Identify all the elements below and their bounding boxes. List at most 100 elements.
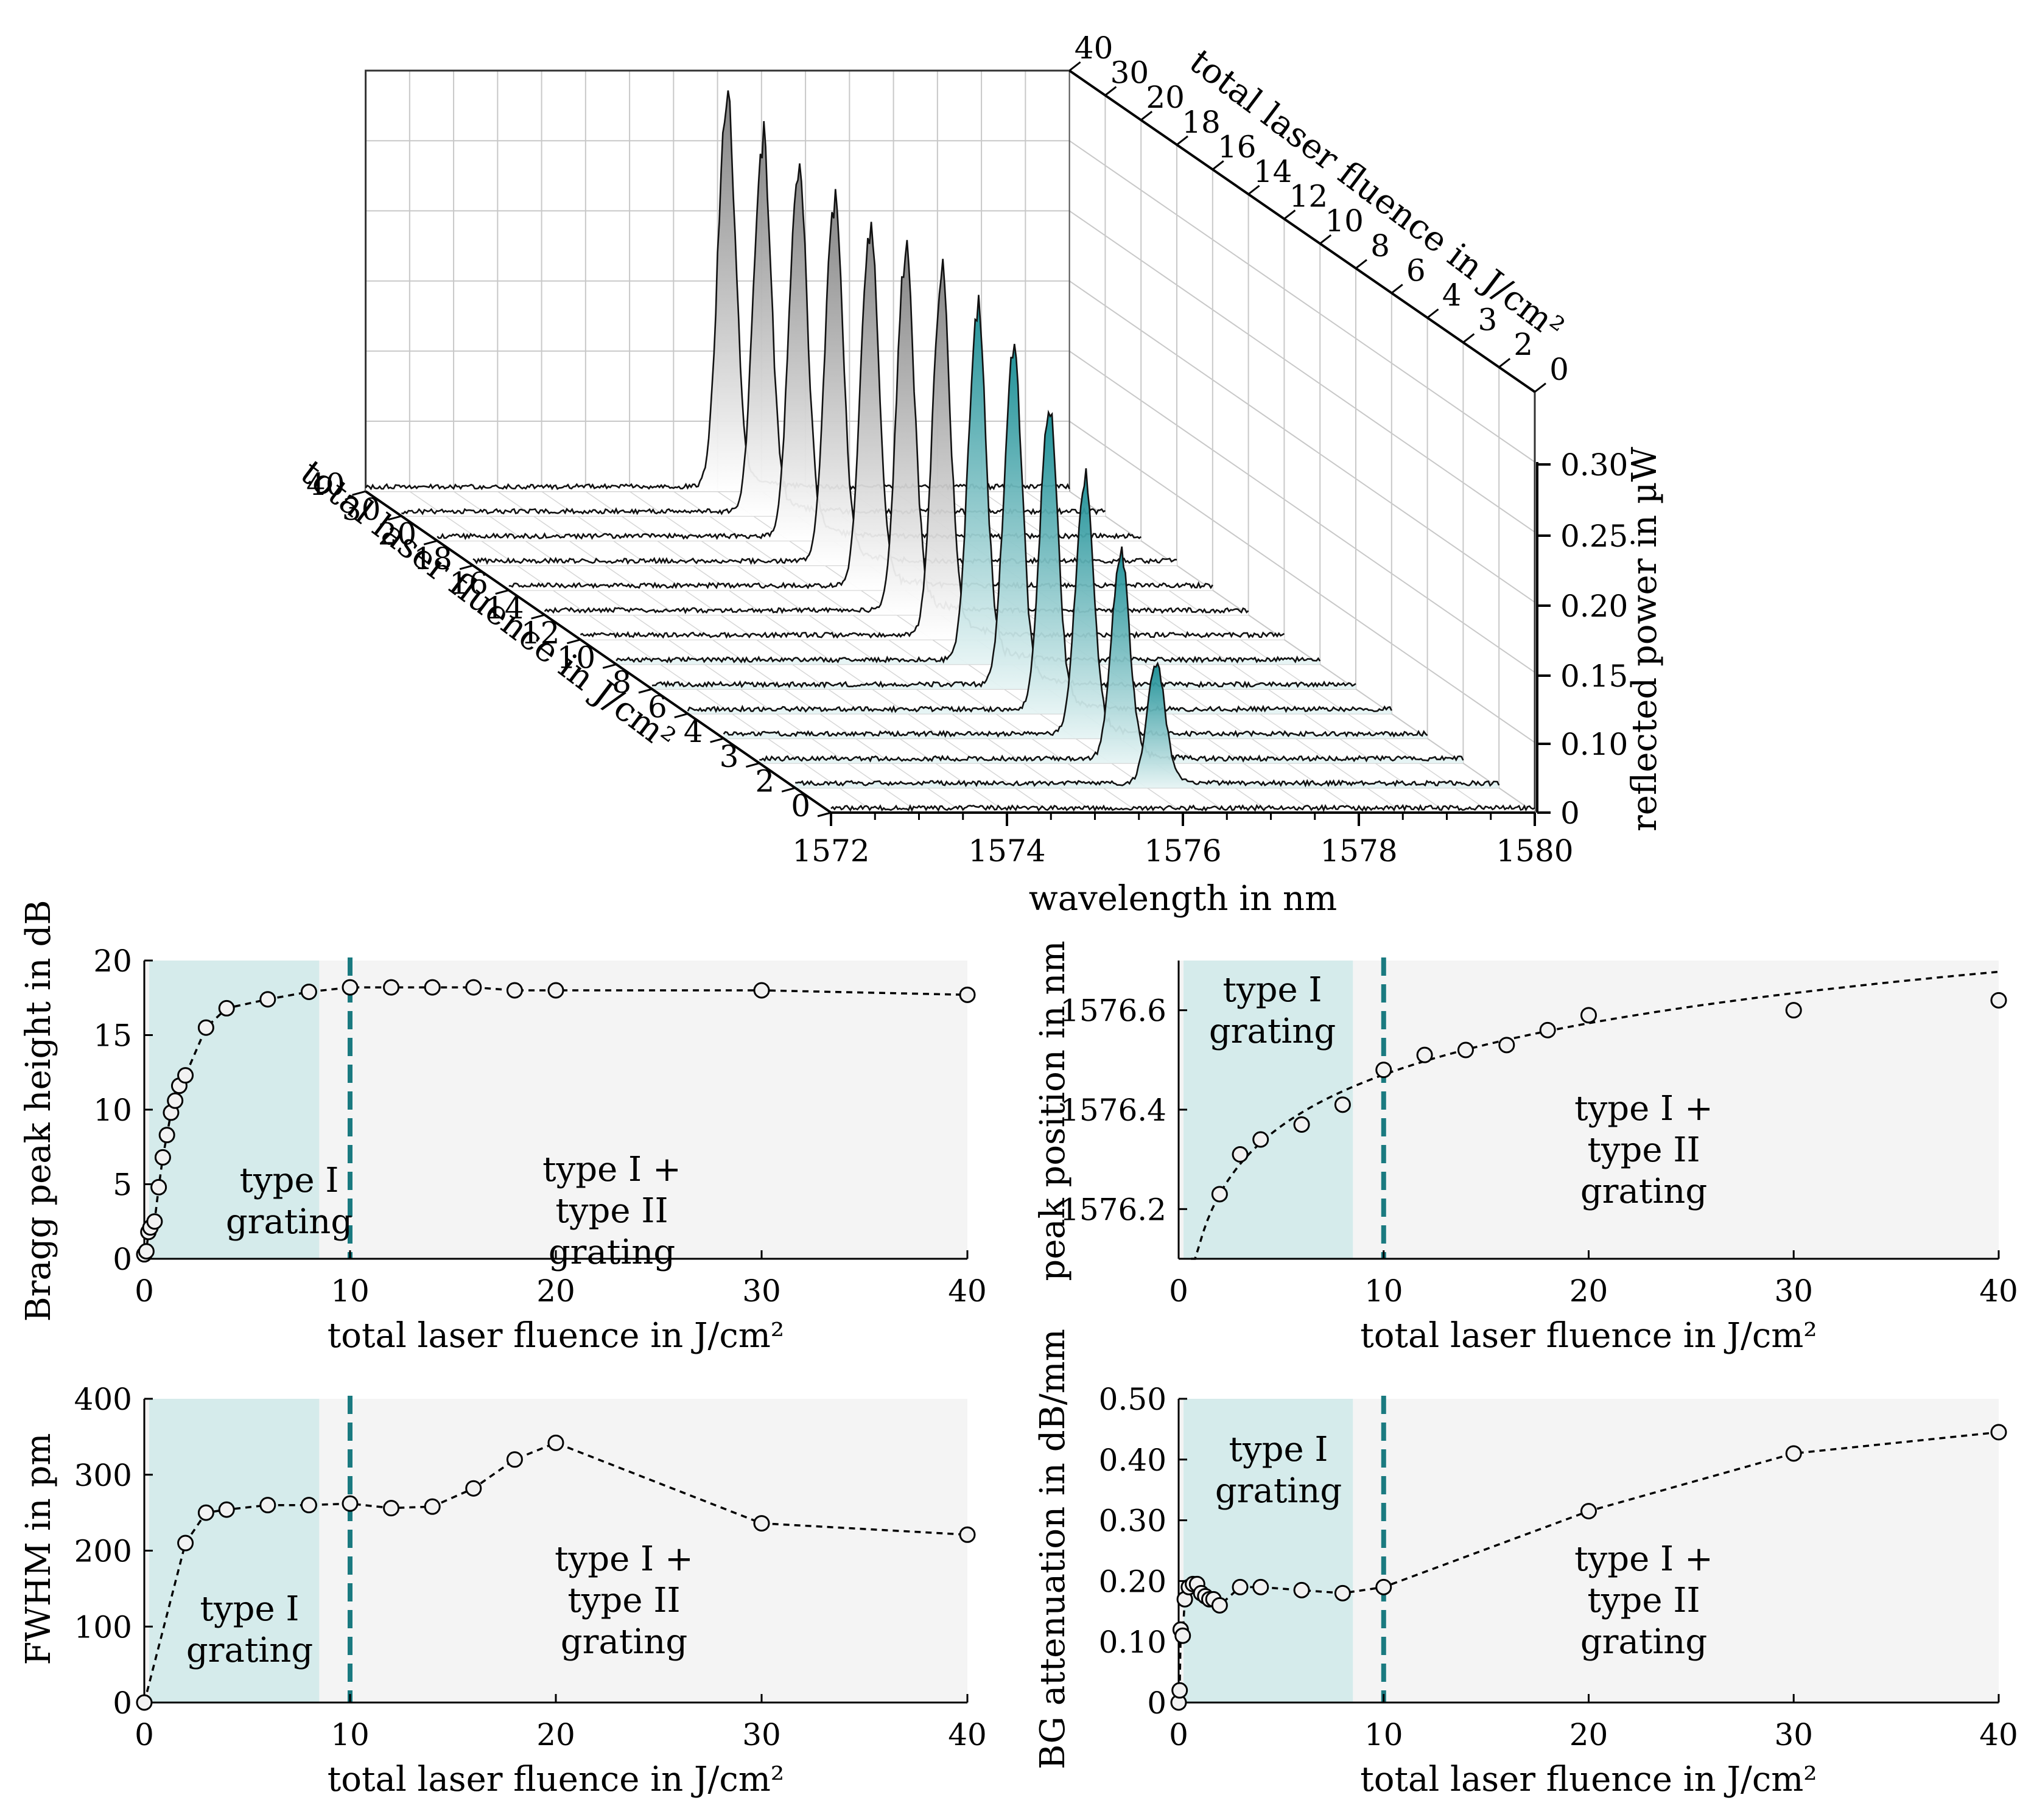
fluence-tick-label-left: 0 [791, 788, 810, 824]
y-tick-label: 15 [93, 1018, 132, 1054]
spectrum-fill [795, 663, 1499, 788]
data-point [1990, 1424, 2007, 1441]
spectrum-fill [687, 412, 1392, 714]
fluence-tick-left [567, 639, 581, 645]
type-I-region [1184, 1399, 1353, 1703]
data-point [1252, 1578, 1269, 1595]
fluence-tick-label-left: 4 [684, 714, 703, 749]
data-point [197, 1504, 214, 1521]
data-point [259, 991, 276, 1008]
type-I-II-region-label: type I + [555, 1539, 693, 1579]
fluence-tick-right [1426, 308, 1439, 319]
fluence-tick-right [1176, 135, 1188, 145]
fluence-tick-left [459, 564, 474, 570]
fluence-tick-left [746, 762, 760, 768]
fluence-tick-right [1319, 234, 1332, 245]
data-point [146, 1213, 163, 1230]
fluence-tick-label-left: 18 [413, 541, 452, 576]
data-point [547, 1434, 564, 1451]
y-axis-label: Bragg peak height in dB [19, 900, 58, 1321]
data-point [506, 1451, 523, 1468]
spectrum-trace [615, 295, 1321, 664]
spectrum-trace [795, 661, 1500, 788]
data-point [753, 982, 770, 999]
data-point [218, 1501, 235, 1518]
power-axis-label: reflected power in µW [1625, 447, 1664, 831]
spectrum-fill [652, 344, 1356, 689]
data-point [547, 982, 564, 999]
type-I-II-region-label: type II [555, 1191, 668, 1231]
type-I-II-region-label: grating [561, 1622, 687, 1662]
data-point [1334, 1096, 1351, 1113]
x-tick-label: 0 [135, 1717, 154, 1752]
data-point [177, 1067, 194, 1084]
fluence-tick-label-right: 0 [1549, 352, 1569, 387]
sidewall-gridline [1069, 421, 1535, 743]
type-I-region-label: type I [1222, 970, 1322, 1010]
data-point [1457, 1041, 1474, 1059]
type-I-II-region-label: grating [549, 1233, 675, 1272]
fluence-tick-label-right: 18 [1182, 105, 1221, 140]
data-point [342, 979, 359, 996]
x-tick-label: 20 [1569, 1273, 1608, 1309]
power-tick-label: 0.25 [1560, 519, 1628, 554]
fluence-tick-right [1534, 382, 1546, 393]
data-point [136, 1694, 153, 1711]
data-point [1174, 1627, 1191, 1644]
fluence-tick-label-left: 8 [612, 665, 631, 700]
y-tick-label: 10 [93, 1093, 132, 1128]
data-point [1232, 1146, 1249, 1163]
bg-attenuation-panel: 0 10 20 30 40 0 0.10 0.20 0.30 0.40 0.50 total lase… [1033, 1329, 2018, 1799]
x-tick-label: 20 [536, 1717, 575, 1752]
fluence-tick-right [1212, 160, 1224, 170]
type-I-II-region-label: grating [1580, 1172, 1707, 1211]
data-point [1580, 1503, 1597, 1520]
fluence-axis-right [1068, 69, 1536, 393]
x-tick-label: 40 [1979, 1273, 2018, 1309]
data-point [1211, 1597, 1228, 1614]
power-tick-label: 0.20 [1560, 589, 1628, 624]
type-I-region-label: type I [1229, 1430, 1328, 1469]
data-point [1498, 1037, 1515, 1054]
data-point [197, 1019, 214, 1036]
power-tick-label: 0.30 [1560, 447, 1628, 483]
bragg-peak-panel: 0 10 20 30 40 0 5 10 15 20 total laser fluence in … [19, 900, 987, 1356]
y-tick-label: 0.40 [1099, 1443, 1166, 1478]
data-point [465, 979, 482, 996]
data-point [150, 1178, 167, 1195]
fluence-tick-left [817, 811, 832, 817]
x-tick-label: 40 [948, 1273, 987, 1309]
fluence-tick-left [423, 539, 438, 545]
fluence-tick-right [1390, 284, 1403, 294]
y-tick-label: 1576.6 [1060, 993, 1166, 1029]
fluence-tick-label-right: 8 [1370, 228, 1390, 264]
fluence-tick-label-left: 2 [755, 763, 774, 799]
data-point [167, 1092, 184, 1109]
type-I-II-region-label: grating [1580, 1622, 1707, 1662]
sidewall-gridline [1069, 210, 1535, 533]
data-point [1785, 1445, 1802, 1462]
spectrum-fill [437, 163, 1141, 541]
spectrum-trace [508, 222, 1213, 590]
spectrum-trace [687, 409, 1392, 713]
data-point [506, 982, 523, 999]
data-point [218, 999, 235, 1017]
y-tick-label: 0.10 [1099, 1625, 1166, 1660]
x-tick-label: 0 [1169, 1717, 1188, 1752]
wavelength-tick-label: 1580 [1496, 833, 1573, 869]
power-tick-label: 0.10 [1560, 727, 1628, 762]
data-point [959, 986, 976, 1003]
fluence-tick-left [602, 663, 617, 669]
fluence-tick-label-right: 3 [1478, 303, 1497, 338]
data-point [959, 1526, 976, 1543]
y-tick-label: 0 [113, 1242, 132, 1277]
fluence-tick-left [388, 515, 402, 521]
spectrum-fill [616, 295, 1320, 665]
data-point [753, 1515, 770, 1532]
y-tick-label: 400 [74, 1382, 132, 1417]
y-tick-label: 0 [113, 1685, 132, 1721]
data-point [1580, 1007, 1597, 1024]
